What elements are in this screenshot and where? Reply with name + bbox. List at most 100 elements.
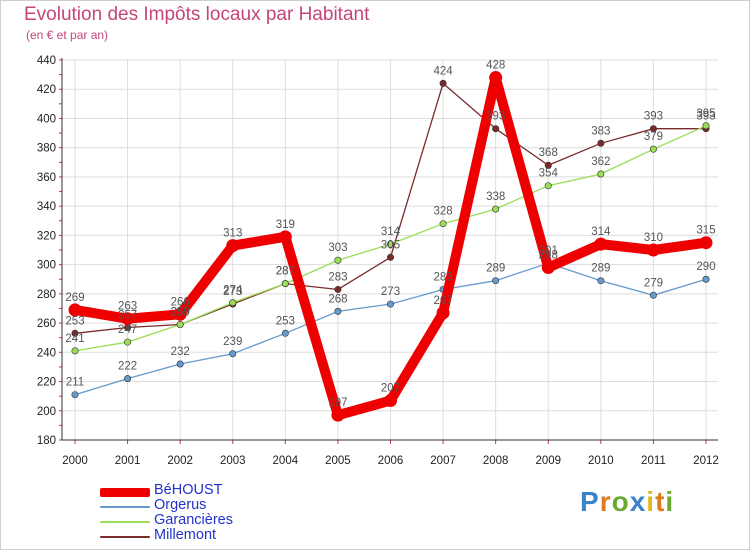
x-tick-label: 2005 [325, 455, 351, 467]
data-point-behoust [384, 394, 397, 408]
data-label-behoust: 310 [644, 232, 663, 244]
data-point-behoust [121, 312, 135, 326]
chart-title: Evolution des Impôts locaux par Habitant [24, 4, 370, 25]
x-tick-label: 2007 [430, 455, 456, 467]
legend-swatch [100, 487, 150, 497]
data-label-millemont: 393 [644, 111, 663, 123]
data-point-behoust [646, 243, 660, 257]
data-label-orgerus: 289 [591, 263, 610, 275]
data-label-garancieres: 338 [486, 191, 505, 203]
data-point-behoust [594, 237, 608, 251]
data-point-behoust [68, 303, 82, 317]
brand-logo: Proxiti [580, 486, 674, 518]
data-point-millemont [334, 285, 342, 293]
data-point-millemont [597, 139, 605, 147]
x-tick-label: 2001 [115, 455, 141, 467]
y-tick-label: 440 [37, 55, 56, 67]
data-label-garancieres: 287 [276, 266, 295, 278]
data-point-behoust [489, 71, 503, 85]
data-label-orgerus: 239 [223, 336, 242, 348]
data-point-garancieres [439, 220, 447, 228]
data-label-behoust: 313 [223, 228, 242, 240]
x-tick-label: 2011 [641, 455, 666, 467]
x-tick-label: 2006 [378, 455, 404, 467]
x-tick-label: 2004 [273, 455, 299, 467]
x-tick-label: 2002 [167, 455, 193, 467]
data-label-millemont: 283 [328, 271, 347, 283]
data-point-behoust [173, 307, 187, 321]
data-point-orgerus [492, 277, 500, 285]
data-label-millemont: 273 [223, 286, 242, 298]
data-point-orgerus [71, 391, 79, 399]
y-tick-label: 240 [37, 347, 56, 359]
data-point-garancieres [334, 256, 342, 264]
data-label-orgerus: 283 [433, 271, 452, 283]
data-label-behoust: 263 [118, 301, 137, 313]
data-label-millemont: 393 [486, 111, 505, 123]
data-point-millemont [492, 125, 500, 133]
y-tick-label: 220 [37, 377, 56, 389]
data-label-behoust: 315 [696, 225, 715, 237]
line-chart: 180 200 220 240 260 280 300 320 340 360 380 400 420 4… [37, 55, 719, 467]
y-tick-label: 360 [37, 172, 56, 184]
data-point-orgerus [597, 277, 605, 285]
data-point-orgerus [334, 307, 342, 315]
data-label-garancieres: 362 [591, 156, 610, 168]
data-label-garancieres: 354 [539, 168, 559, 180]
y-tick-label: 280 [37, 289, 56, 301]
data-point-garancieres [702, 122, 710, 130]
y-tick-label: 320 [37, 230, 56, 242]
data-point-orgerus [176, 360, 184, 368]
data-label-behoust: 428 [486, 60, 505, 72]
data-label-orgerus: 273 [381, 286, 400, 298]
data-label-behoust: 267 [433, 295, 452, 307]
brand-letter: r [599, 486, 612, 517]
data-label-millemont: 383 [591, 125, 610, 137]
x-tick-label: 2012 [693, 455, 719, 467]
data-label-millemont: 287 [276, 266, 295, 278]
data-label-millemont: 368 [539, 147, 558, 159]
y-tick-label: 400 [37, 113, 56, 125]
data-label-millemont: 393 [696, 111, 715, 123]
data-point-garancieres [176, 321, 184, 329]
data-point-garancieres [544, 182, 552, 190]
data-point-garancieres [229, 299, 237, 307]
data-label-garancieres: 274 [223, 285, 243, 297]
data-label-garancieres: 314 [381, 226, 401, 238]
data-label-orgerus: 290 [696, 261, 715, 273]
data-point-behoust [699, 236, 713, 250]
data-point-millemont [649, 125, 657, 133]
legend-label: Orgerus [154, 497, 207, 513]
y-tick-label: 200 [37, 406, 56, 418]
data-point-orgerus [229, 350, 237, 358]
legend-swatch [100, 506, 150, 508]
data-point-garancieres [492, 205, 500, 213]
legend-label: Garancières [154, 512, 233, 528]
data-label-orgerus: 222 [118, 361, 137, 373]
data-label-orgerus: 268 [328, 293, 347, 305]
data-label-orgerus: 301 [539, 245, 558, 257]
y-tick-label: 180 [37, 435, 56, 447]
data-label-behoust: 266 [171, 296, 190, 308]
data-label-behoust: 197 [328, 397, 347, 409]
data-point-behoust [436, 306, 450, 320]
x-tick-label: 2008 [483, 455, 509, 467]
data-point-orgerus [702, 275, 710, 283]
legend-swatch [100, 536, 150, 538]
x-tick-label: 2003 [220, 455, 246, 467]
y-tick-label: 260 [37, 318, 56, 330]
data-label-garancieres: 395 [696, 108, 715, 120]
data-label-millemont: 259 [171, 307, 190, 319]
data-point-garancieres [649, 145, 657, 153]
data-point-behoust [226, 239, 240, 253]
brand-letter: t [655, 486, 666, 517]
y-tick-label: 420 [37, 84, 56, 96]
y-tick-label: 340 [37, 201, 56, 213]
data-label-orgerus: 232 [171, 346, 190, 358]
data-point-millemont [386, 253, 394, 261]
data-point-orgerus [386, 300, 394, 308]
data-point-millemont [544, 161, 552, 169]
brand-letter: i [646, 486, 656, 517]
data-point-garancieres [71, 347, 79, 355]
data-label-garancieres: 328 [433, 206, 452, 218]
